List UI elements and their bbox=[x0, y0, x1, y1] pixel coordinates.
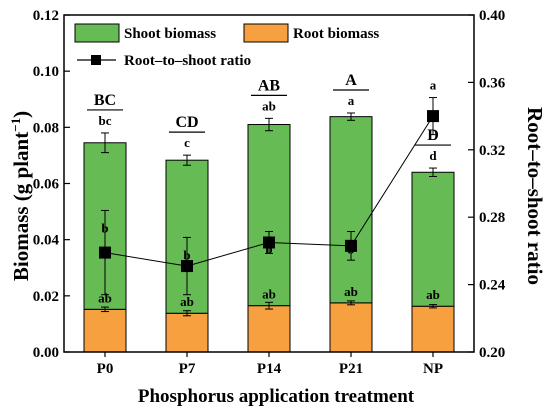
label-total-P14: ab bbox=[262, 98, 276, 113]
x-tick-label-NP: NP bbox=[423, 361, 443, 377]
label-root-P14: ab bbox=[262, 287, 276, 302]
group-letter-P0: BC bbox=[94, 92, 116, 109]
y-tick-label: 0.04 bbox=[33, 233, 60, 249]
legend-swatch-root bbox=[243, 23, 289, 43]
legend-label-shoot: Shoot biomass bbox=[124, 26, 216, 42]
bar-root-P0 bbox=[83, 308, 127, 353]
y-tick-label: 0.10 bbox=[33, 64, 59, 80]
x-tick-label-P14: P14 bbox=[257, 361, 282, 377]
y2-tick-label: 0.24 bbox=[479, 278, 506, 294]
y-axis-title-main: Biomass (g plant bbox=[9, 132, 33, 281]
label-total-P21: a bbox=[348, 93, 355, 108]
bar-root-P14 bbox=[247, 305, 291, 353]
x-tick-label-P7: P7 bbox=[179, 361, 196, 377]
y-tick-label: 0.08 bbox=[33, 120, 59, 136]
ratio-point-P0 bbox=[99, 246, 111, 259]
ratio-point-NP bbox=[427, 110, 439, 123]
y-axis-title-sup: −1 bbox=[8, 118, 23, 132]
bar-shoot-NP bbox=[411, 171, 455, 307]
bar-root-P21 bbox=[329, 302, 373, 353]
group-letter-P7: CD bbox=[175, 114, 198, 131]
ratio-point-P14 bbox=[263, 236, 275, 249]
label-ratio-NP: a bbox=[430, 78, 437, 93]
y2-tick-label: 0.20 bbox=[479, 345, 505, 361]
label-root-P21: ab bbox=[344, 284, 358, 299]
group-letter-NP: D bbox=[427, 127, 439, 144]
y-tick-label: 0.02 bbox=[33, 289, 59, 305]
y-tick-label: 0.12 bbox=[33, 8, 59, 24]
label-total-P7: c bbox=[184, 135, 190, 150]
label-ratio-P0: b bbox=[101, 220, 108, 235]
group-letter-P21: A bbox=[345, 72, 357, 89]
bar-shoot-P14 bbox=[247, 124, 291, 307]
y-tick-label: 0.00 bbox=[33, 345, 59, 361]
label-root-NP: ab bbox=[426, 287, 440, 302]
label-total-P0: bc bbox=[99, 113, 112, 128]
bar-shoot-P21 bbox=[329, 116, 373, 304]
label-root-P0: ab bbox=[98, 290, 112, 305]
bars-layer bbox=[83, 112, 455, 353]
group-letter-P14: AB bbox=[258, 77, 281, 94]
y2-tick-label: 0.32 bbox=[479, 143, 505, 159]
legend: Shoot biomass Root biomass Root–to–shoot… bbox=[74, 23, 379, 69]
legend-marker-ratio bbox=[91, 55, 101, 65]
ratio-point-P7 bbox=[181, 260, 193, 273]
y-axis-title: Biomass (g plant−1) bbox=[8, 111, 33, 281]
bar-root-P7 bbox=[165, 312, 209, 353]
x-tick-label-P21: P21 bbox=[339, 361, 363, 377]
x-axis-title: Phosphorus application treatment bbox=[138, 386, 415, 407]
axes-layer: 0.00 0.02 0.04 0.06 0.08 0.10 0.12 0.20 0.24 0.28… bbox=[33, 8, 506, 377]
label-total-NP: d bbox=[429, 148, 437, 163]
y-tick-label: 0.06 bbox=[33, 177, 60, 193]
y2-tick-label: 0.28 bbox=[479, 210, 505, 226]
x-tick-label-P0: P0 bbox=[97, 361, 114, 377]
y-axis-title-close: ) bbox=[9, 111, 33, 118]
label-ratio-P14: b bbox=[265, 242, 272, 257]
ratio-point-P21 bbox=[345, 239, 357, 252]
bar-root-NP bbox=[411, 305, 455, 353]
y2-tick-label: 0.40 bbox=[479, 8, 505, 24]
ratio-line-layer bbox=[99, 97, 439, 296]
label-root-P7: ab bbox=[180, 294, 194, 309]
y2-tick-label: 0.36 bbox=[479, 75, 506, 91]
legend-swatch-shoot bbox=[74, 23, 120, 43]
y2-axis-title: Root–to–shoot ratio bbox=[523, 107, 547, 285]
label-ratio-P7: b bbox=[183, 247, 190, 262]
label-ratio-P21: b bbox=[347, 242, 354, 257]
legend-label-ratio: Root–to–shoot ratio bbox=[124, 53, 251, 69]
legend-label-root: Root biomass bbox=[293, 26, 379, 42]
